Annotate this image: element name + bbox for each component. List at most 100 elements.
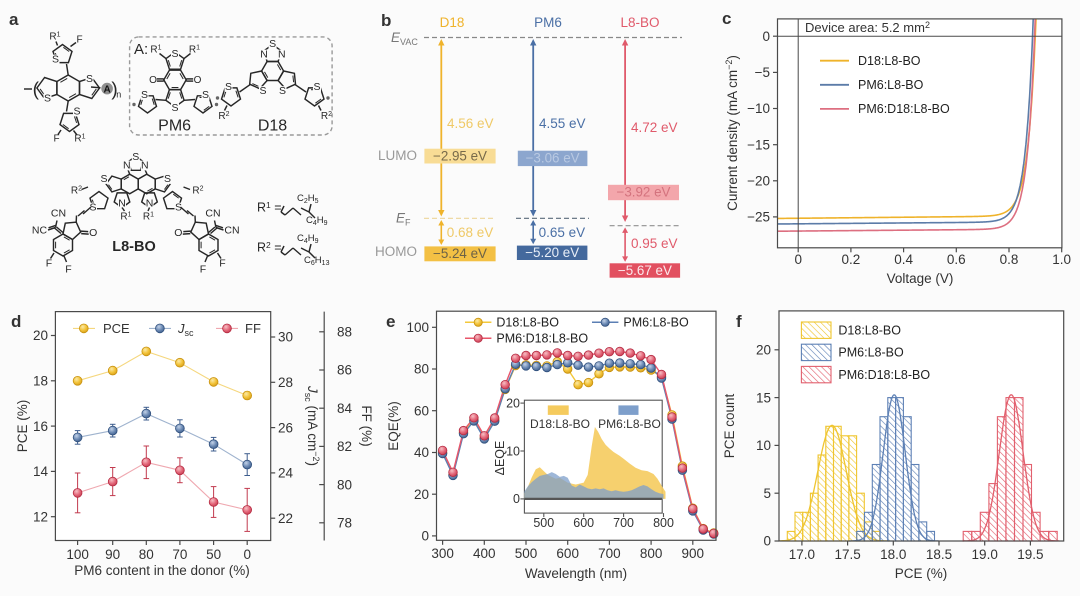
svg-text:D18: D18 <box>258 118 287 135</box>
svg-text:19.0: 19.0 <box>972 547 998 562</box>
svg-text:−2.95 eV: −2.95 eV <box>433 149 487 164</box>
svg-text:17.5: 17.5 <box>834 547 860 562</box>
svg-text:PM6:D18:L8-BO: PM6:D18:L8-BO <box>858 102 950 116</box>
svg-text:20: 20 <box>414 487 429 502</box>
svg-text:CN: CN <box>51 208 66 220</box>
svg-text:PM6: PM6 <box>158 118 191 135</box>
svg-text:0.68 eV: 0.68 eV <box>447 225 494 240</box>
svg-text:18.0: 18.0 <box>880 547 906 562</box>
svg-text:700: 700 <box>598 546 621 561</box>
svg-text:LUMO: LUMO <box>378 148 417 163</box>
svg-text:16: 16 <box>33 419 48 434</box>
svg-text:100: 100 <box>406 320 429 335</box>
svg-text:1.0: 1.0 <box>1052 252 1071 267</box>
svg-text:HOMO: HOMO <box>375 244 417 259</box>
svg-text:S: S <box>164 173 171 185</box>
svg-text:c: c <box>722 9 731 28</box>
svg-text:0.8: 0.8 <box>1000 252 1019 267</box>
svg-text:0.6: 0.6 <box>947 252 966 267</box>
svg-text:5: 5 <box>763 486 771 501</box>
svg-text:300: 300 <box>431 546 454 561</box>
svg-text:a: a <box>9 10 19 29</box>
svg-text:S: S <box>259 85 266 97</box>
svg-text:0.95 eV: 0.95 eV <box>631 236 678 251</box>
svg-text:S: S <box>171 48 178 60</box>
svg-text:F: F <box>219 258 225 270</box>
svg-text:Current density (mA cm−2): Current density (mA cm−2) <box>724 55 740 211</box>
svg-text:S: S <box>100 173 107 185</box>
svg-text:F: F <box>46 258 52 270</box>
svg-text:PM6:D18:L8-BO: PM6:D18:L8-BO <box>838 368 930 382</box>
svg-text:S: S <box>279 85 286 97</box>
svg-text:e: e <box>386 312 395 331</box>
svg-text:20: 20 <box>506 396 520 410</box>
svg-text:19.5: 19.5 <box>1017 547 1043 562</box>
svg-text:S: S <box>202 89 209 101</box>
svg-text:S: S <box>171 102 178 114</box>
svg-text:A:: A: <box>134 41 148 58</box>
svg-text:PCE (%): PCE (%) <box>15 400 30 453</box>
svg-text:Device area: 5.2 mm2: Device area: 5.2 mm2 <box>805 20 930 35</box>
svg-text:O: O <box>194 75 202 86</box>
svg-text:PM6:L8-BO: PM6:L8-BO <box>623 316 689 330</box>
svg-text:N: N <box>260 49 268 61</box>
svg-text:900: 900 <box>682 546 705 561</box>
svg-text:S: S <box>73 106 80 118</box>
svg-text:F: F <box>65 264 71 276</box>
svg-text:−15: −15 <box>747 137 770 152</box>
svg-text:70: 70 <box>172 547 187 562</box>
svg-text:D18:L8-BO: D18:L8-BO <box>858 54 921 68</box>
svg-text:84: 84 <box>337 401 353 416</box>
svg-text:N: N <box>123 160 131 172</box>
svg-text:4.55 eV: 4.55 eV <box>539 116 586 131</box>
svg-text:22: 22 <box>278 511 293 526</box>
svg-text:10: 10 <box>506 444 520 458</box>
svg-text:17.0: 17.0 <box>789 547 815 562</box>
svg-text:−5.67 eV: −5.67 eV <box>618 263 672 278</box>
svg-text:F: F <box>200 264 206 276</box>
svg-text:PM6:L8-BO: PM6:L8-BO <box>858 78 924 92</box>
svg-text:NC: NC <box>32 225 48 237</box>
svg-text:O: O <box>149 75 157 86</box>
svg-text:80: 80 <box>139 547 154 562</box>
svg-text:(: ( <box>33 80 40 101</box>
svg-text:20: 20 <box>33 328 48 343</box>
svg-text:14: 14 <box>33 464 49 479</box>
svg-text:0.2: 0.2 <box>842 252 861 267</box>
svg-text:−5.24 eV: −5.24 eV <box>433 246 487 261</box>
svg-text:D18:L8-BO: D18:L8-BO <box>530 417 590 431</box>
svg-text:O: O <box>174 227 182 239</box>
svg-text:PM6: PM6 <box>534 15 562 30</box>
svg-text:Wavelength (nm): Wavelength (nm) <box>525 566 627 581</box>
svg-text:−25: −25 <box>747 210 770 225</box>
svg-text:60: 60 <box>414 403 429 418</box>
svg-text:10: 10 <box>756 438 771 453</box>
svg-text:S: S <box>141 89 148 101</box>
svg-text:S: S <box>52 54 59 66</box>
svg-text:86: 86 <box>337 363 352 378</box>
svg-text:−5.20 eV: −5.20 eV <box>525 245 579 260</box>
svg-text:82: 82 <box>337 439 352 454</box>
svg-text:26: 26 <box>278 420 293 435</box>
svg-text:n: n <box>116 90 121 100</box>
svg-text:0: 0 <box>513 492 520 506</box>
svg-text:18.5: 18.5 <box>926 547 952 562</box>
svg-text:D18:L8-BO: D18:L8-BO <box>838 323 901 337</box>
svg-text:50: 50 <box>206 547 221 562</box>
svg-text:f: f <box>736 312 742 331</box>
svg-text:O: O <box>89 227 97 239</box>
svg-text:20: 20 <box>756 343 771 358</box>
svg-text:0: 0 <box>421 529 429 544</box>
svg-text:b: b <box>381 11 391 30</box>
svg-text:80: 80 <box>337 477 352 492</box>
svg-text:L8-BO: L8-BO <box>620 15 659 30</box>
svg-text:F: F <box>53 134 59 145</box>
svg-text:4.56 eV: 4.56 eV <box>447 116 494 131</box>
svg-text:S: S <box>313 81 320 93</box>
svg-text:D18:L8-BO: D18:L8-BO <box>496 316 559 330</box>
svg-text:100: 100 <box>66 547 89 562</box>
svg-text:88: 88 <box>337 325 352 340</box>
svg-text:PM6 content in the donor (%): PM6 content in the donor (%) <box>74 563 250 578</box>
svg-text:4.72 eV: 4.72 eV <box>631 120 678 135</box>
svg-text:S: S <box>132 151 139 163</box>
